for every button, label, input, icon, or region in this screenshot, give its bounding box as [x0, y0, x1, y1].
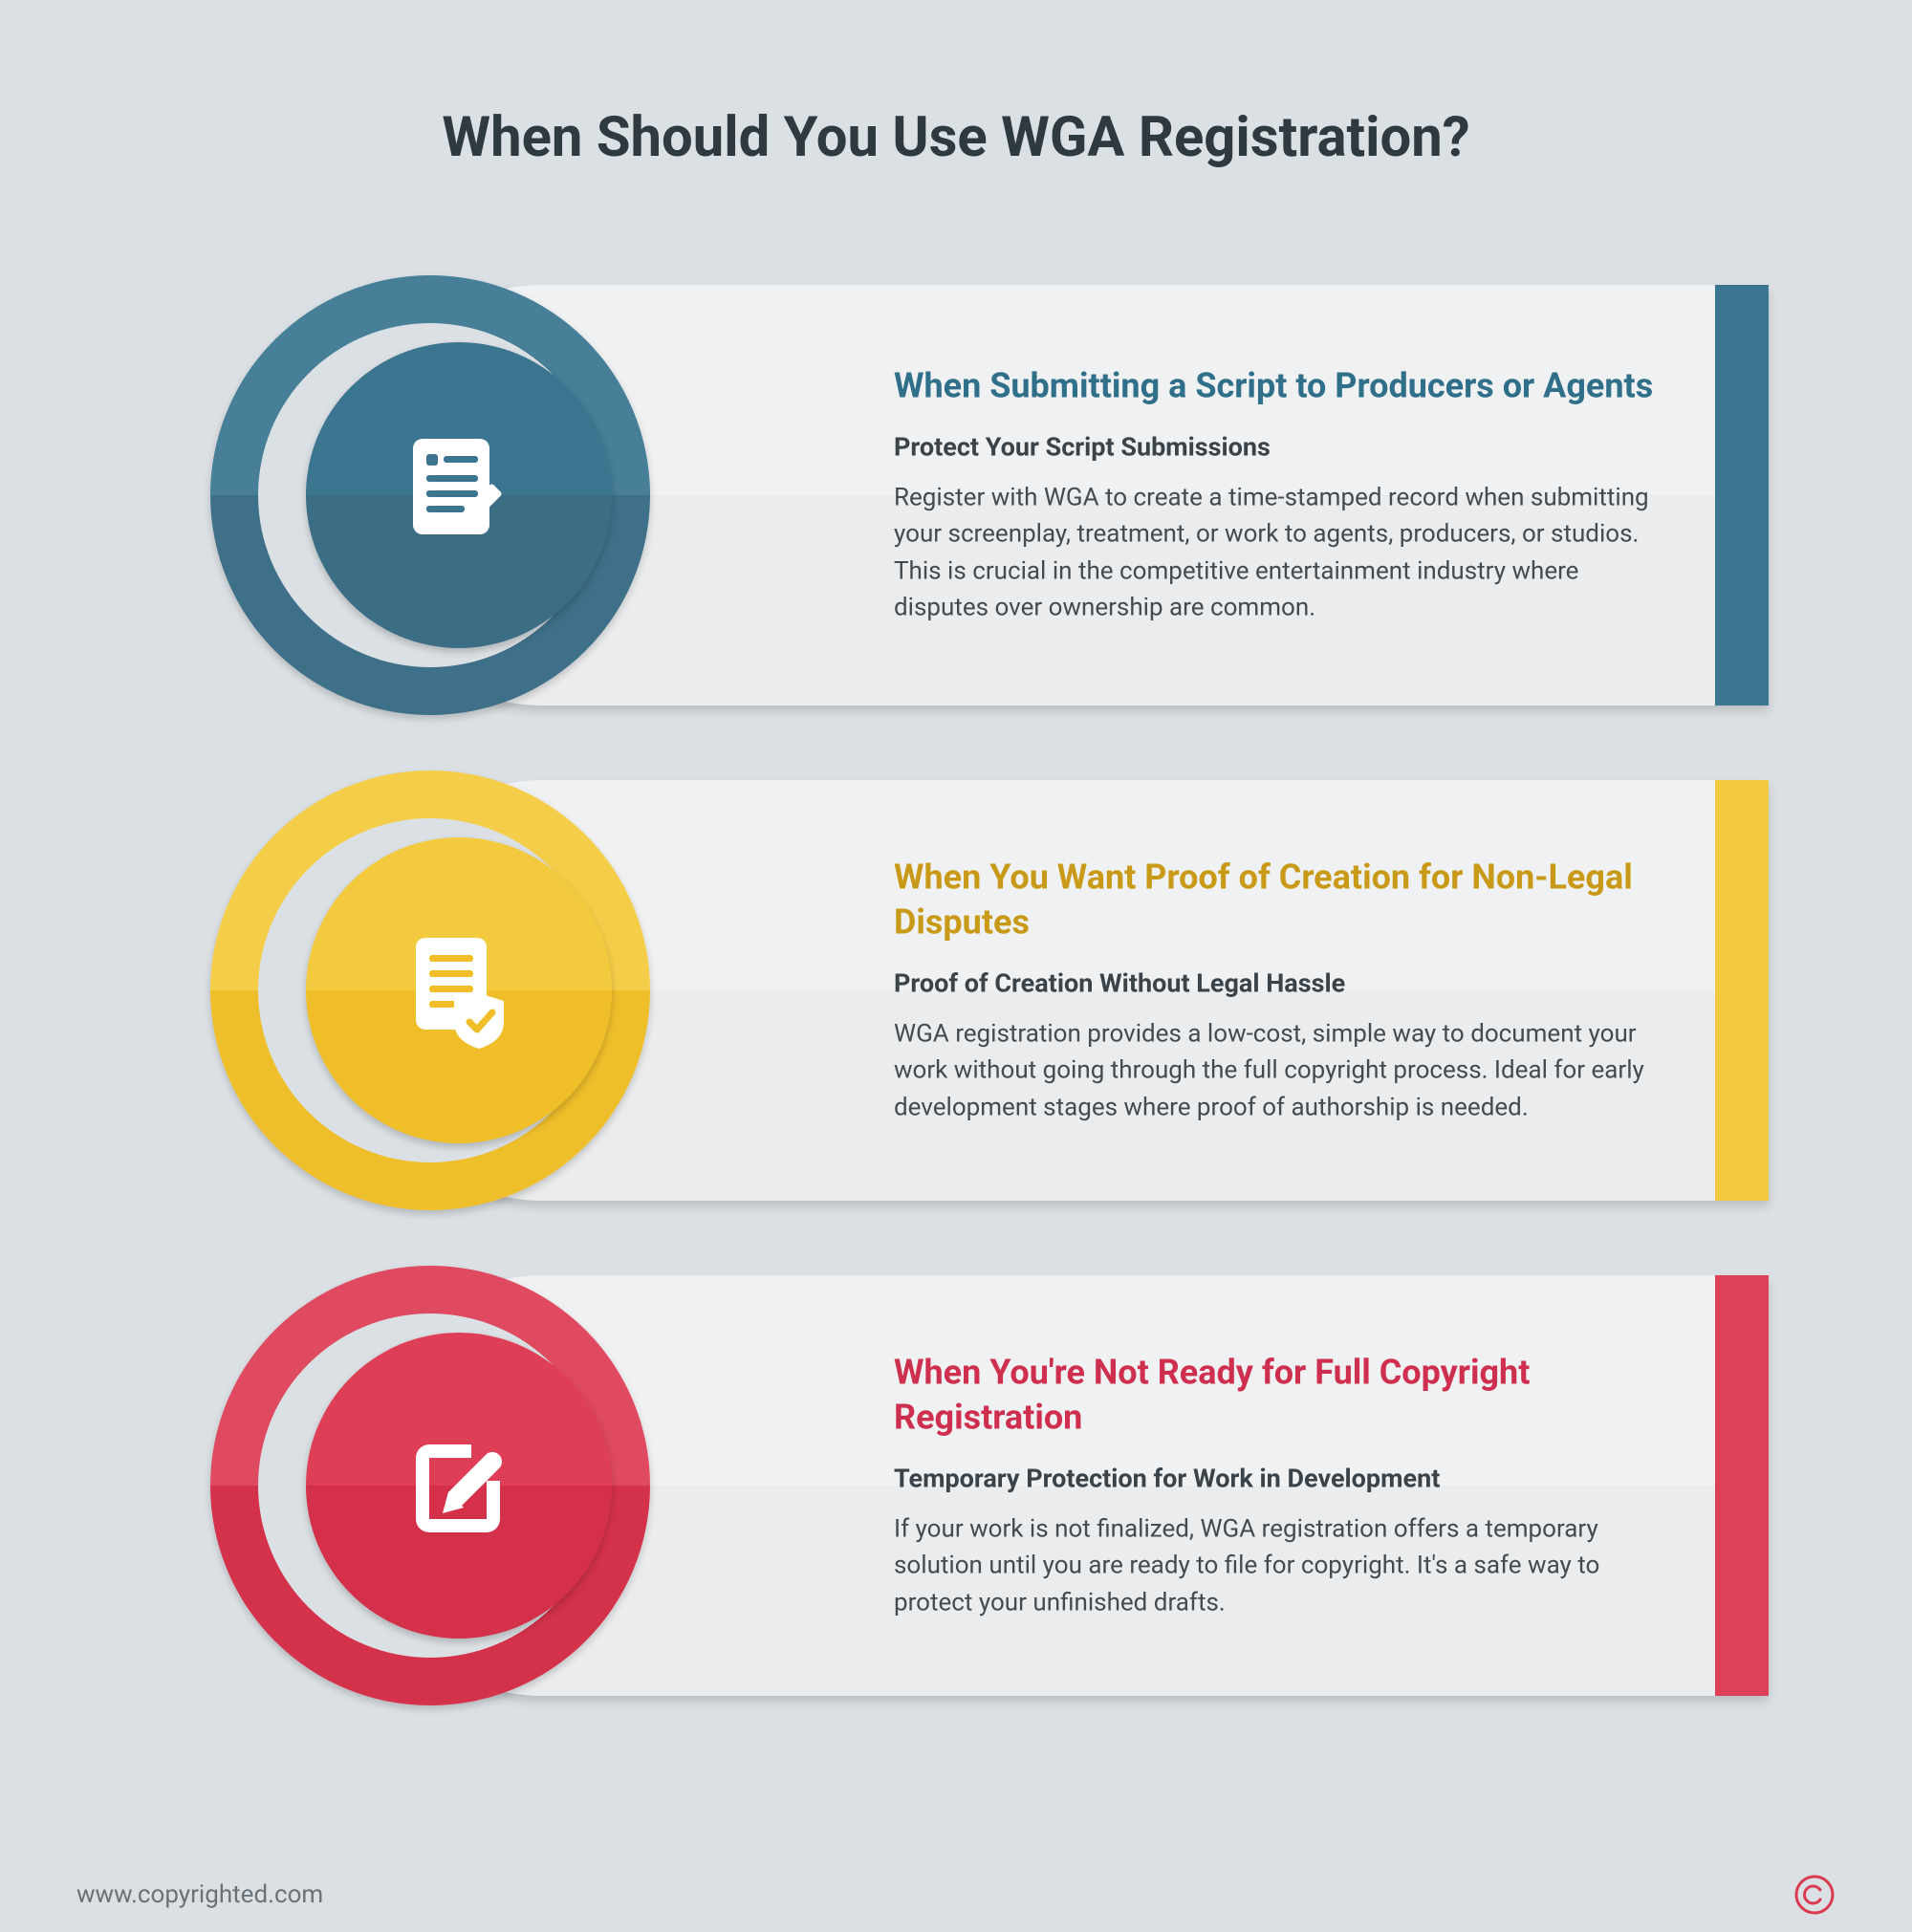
item-heading: When You're Not Ready for Full Copyright…: [894, 1351, 1654, 1441]
circle-inner: [306, 837, 612, 1143]
card-stripe: [1715, 780, 1769, 1201]
item-body: If your work is not finalized, WGA regis…: [894, 1510, 1654, 1620]
document-pencil-icon: [402, 431, 516, 559]
item-subheading: Protect Your Script Submissions: [894, 431, 1654, 462]
item-heading: When You Want Proof of Creation for Non-…: [894, 856, 1654, 945]
card-not-ready-copyright: When You're Not Ready for Full Copyright…: [143, 1275, 1769, 1696]
item-body: Register with WGA to create a time-stamp…: [894, 479, 1654, 626]
page-title: When Should You Use WGA Registration?: [0, 0, 1912, 285]
card-proof-of-creation: When You Want Proof of Creation for Non-…: [143, 780, 1769, 1201]
card-text: When Submitting a Script to Producers or…: [894, 364, 1654, 627]
item-body: WGA registration provides a low-cost, si…: [894, 1015, 1654, 1125]
circle-inner: [306, 1333, 612, 1639]
card-submitting-script: When Submitting a Script to Producers or…: [143, 285, 1769, 706]
card-text: When You're Not Ready for Full Copyright…: [894, 1351, 1654, 1621]
footer-url: www.copyrighted.com: [76, 1880, 323, 1909]
card-text: When You Want Proof of Creation for Non-…: [894, 856, 1654, 1126]
circle-inner: [306, 342, 612, 648]
cards-container: When Submitting a Script to Producers or…: [0, 285, 1912, 1696]
card-stripe: [1715, 285, 1769, 706]
footer: www.copyrighted.com: [0, 1857, 1912, 1932]
card-stripe: [1715, 1275, 1769, 1696]
copyright-logo-icon: [1793, 1874, 1836, 1916]
item-subheading: Proof of Creation Without Legal Hassle: [894, 967, 1654, 998]
item-heading: When Submitting a Script to Producers or…: [894, 364, 1654, 409]
document-shield-icon: [397, 926, 521, 1054]
edit-note-icon: [397, 1422, 521, 1550]
item-subheading: Temporary Protection for Work in Develop…: [894, 1463, 1654, 1493]
